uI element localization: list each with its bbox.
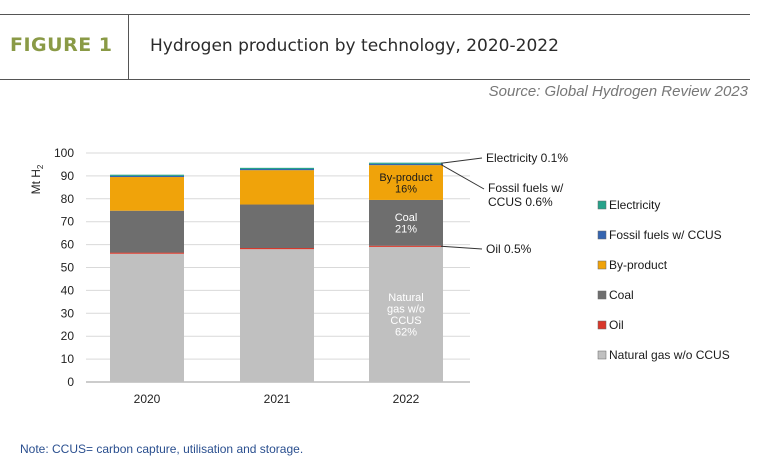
bar-segment-oil-2022 [369,245,443,247]
legend-swatch-natural-gas-w-o-ccus [597,350,607,360]
callout-leader-oil [440,245,483,250]
legend-swatch-fossil-fuels-w-ccus [597,230,607,240]
legend-label-fossil-fuels-w-ccus: Fossil fuels w/ CCUS [609,228,722,242]
legend-swatch-oil [597,320,607,330]
x-tick-label-2021: 2021 [264,392,291,406]
bar-segment-oil-2021 [240,247,314,250]
y-tick-label-0: 0 [67,375,74,389]
bar-segment-coal-2020 [110,210,184,253]
header-bottom-rule [0,79,750,80]
y-axis-label: Mt H2 [29,164,45,194]
bar-segment-electricity-2020 [110,174,184,176]
bar-segment-by-product-2021 [240,170,314,205]
y-tick-label-10: 10 [61,352,75,366]
chart-title: Hydrogen production by technology, 2020-… [150,36,559,56]
callout-label-fossil-fuels-w-ccus-1: CCUS 0.6% [488,195,553,209]
callout-label-fossil-fuels-w-ccus-0: Fossil fuels w/ [488,181,564,195]
bar-segment-electricity-2021 [240,167,314,170]
bar-segment-oil-2020 [110,252,184,254]
legend-swatch-coal [597,290,607,300]
legend-swatch-by-product [597,260,607,270]
bar-segment-by-product-2022 [369,165,443,200]
inbar-label-natural-gas-w-o-ccus-1: gas w/o [387,304,425,316]
inbar-label-natural-gas-w-o-ccus-3: 62% [395,327,417,339]
figure-label: FIGURE 1 [10,34,113,56]
bar-segment-natural-gas-w-o-ccus-2021 [240,249,314,382]
legend-swatch-electricity [597,200,607,210]
x-tick-label-2020: 2020 [134,392,161,406]
legend-label-coal: Coal [609,288,634,302]
callout-label-electricity-0: Electricity 0.1% [486,151,568,165]
y-tick-label-40: 40 [61,283,75,297]
header-divider [128,14,129,80]
header-top-rule [0,14,750,15]
legend-label-oil: Oil [609,318,624,332]
inbar-label-by-product-1: 16% [395,183,417,195]
y-tick-label-100: 100 [54,146,74,160]
bar-segment-by-product-2020 [110,177,184,211]
x-tick-label-2022: 2022 [393,392,420,406]
bar-segment-fossil-fuels-w-ccus-2020 [110,175,184,178]
bar-segment-fossil-fuels-w-ccus-2022 [369,163,443,166]
bar-segment-coal-2021 [240,204,314,249]
y-tick-label-30: 30 [61,306,75,320]
inbar-label-coal-1: 21% [395,224,417,236]
legend-label-by-product: By-product [609,258,668,272]
callout-leader-fossil-fuels-w-ccus [440,164,485,190]
callout-label-oil-0: Oil 0.5% [486,242,532,256]
inbar-label-by-product-0: By-product [379,172,432,184]
legend-label-natural-gas-w-o-ccus: Natural gas w/o CCUS [609,348,730,362]
y-axis-label-main: Mt H [29,169,43,194]
bar-segment-coal-2022 [369,199,443,246]
bar-segment-natural-gas-w-o-ccus-2022 [369,246,443,382]
source-line: Source: Global Hydrogen Review 2023 [488,83,748,100]
y-tick-label-20: 20 [61,329,75,343]
y-tick-label-60: 60 [61,238,75,252]
y-axis-label-subscript: 2 [36,164,45,169]
bar-segment-electricity-2022 [369,162,443,164]
y-tick-label-70: 70 [61,215,75,229]
legend-label-electricity: Electricity [609,198,660,212]
y-tick-label-50: 50 [61,261,75,275]
inbar-label-natural-gas-w-o-ccus-2: CCUS [390,315,421,327]
inbar-label-coal-0: Coal [395,212,418,224]
inbar-label-natural-gas-w-o-ccus-0: Natural [388,292,423,304]
callout-leader-electricity [440,157,483,164]
bar-segment-natural-gas-w-o-ccus-2020 [110,253,184,382]
y-tick-label-90: 90 [61,169,75,183]
y-tick-label-80: 80 [61,192,75,206]
footnote: Note: CCUS= carbon capture, utilisation … [20,442,304,456]
bar-segment-fossil-fuels-w-ccus-2021 [240,168,314,171]
